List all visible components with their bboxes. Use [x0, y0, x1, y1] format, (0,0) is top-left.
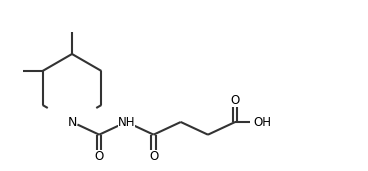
Text: O: O	[230, 94, 240, 107]
Text: O: O	[95, 150, 104, 163]
Text: N: N	[67, 115, 77, 128]
Text: OH: OH	[253, 115, 271, 128]
Text: NH: NH	[118, 115, 135, 128]
Text: O: O	[149, 150, 158, 163]
